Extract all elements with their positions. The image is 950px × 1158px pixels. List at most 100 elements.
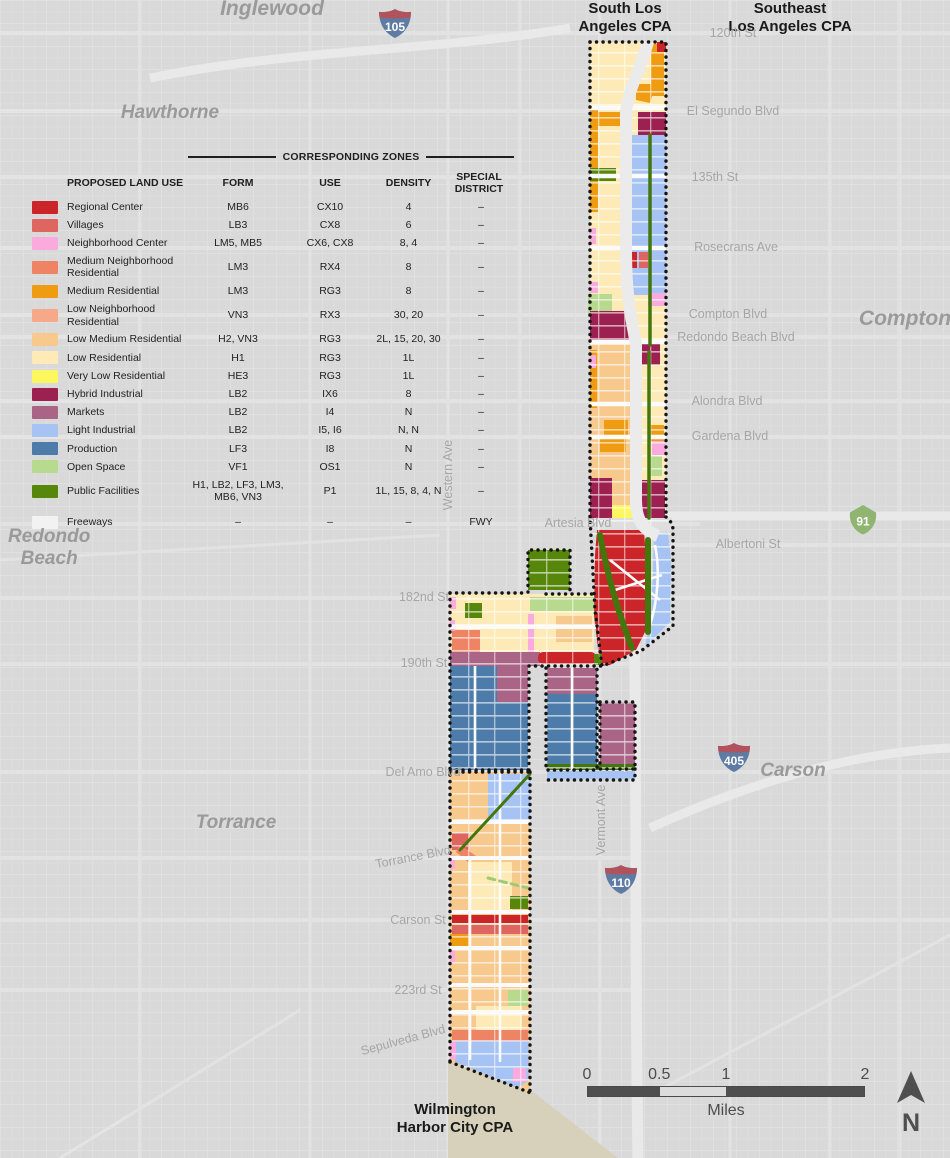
street-label: Compton Blvd (688, 307, 768, 321)
legend-row-density: N (404, 442, 413, 455)
legend-row-special: – (478, 219, 484, 232)
street-label: Gardena Blvd (691, 429, 769, 443)
legend-row-use: P1 (323, 484, 337, 497)
legend-row-special: – (478, 442, 484, 455)
legend-row-name: Low Residential (67, 351, 142, 364)
legend-row-form: LF3 (228, 442, 248, 455)
legend-row-name: Medium Residential (67, 285, 160, 298)
north-arrow-label: N (901, 1109, 921, 1137)
city-label: Hawthorne (120, 102, 220, 123)
highway-shield-110: 110 (604, 864, 638, 900)
cpa-label: Wilmington Harbor City CPA (396, 1101, 514, 1136)
legend-row-special: FWY (469, 515, 493, 528)
legend-col-special-district: SPECIAL DISTRICT (454, 170, 504, 195)
legend-row-use: RG3 (319, 333, 341, 346)
legend-row-use: CX6, CX8 (306, 237, 354, 250)
legend-row-name: Villages (67, 219, 104, 232)
legend-row-special: – (478, 484, 484, 497)
header-rule-right (426, 156, 515, 158)
scale-bar: 0 0.5 1 2 Miles (583, 1066, 870, 1120)
legend-row-name: Light Industrial (67, 424, 136, 437)
legend-swatch-cell (30, 403, 65, 421)
scale-bar-ticks: 0 0.5 1 2 (583, 1066, 870, 1086)
city-label: Redondo Beach (8, 526, 91, 569)
highway-number: 91 (856, 515, 870, 529)
legend-table: PROPOSED LAND USE FORM USE DENSITY SPECI… (30, 168, 516, 531)
legend-color-swatch (32, 515, 58, 529)
scale-tick-label: 1 (721, 1066, 731, 1083)
legend-row-name: Low Neighborhood Residential (67, 303, 156, 328)
highway-number: 105 (385, 20, 405, 34)
scale-tick-label: 0 (582, 1066, 592, 1083)
legend-swatch-cell (30, 367, 65, 385)
cpa-label: Southeast Los Angeles CPA (728, 0, 852, 35)
legend-swatch-cell (30, 198, 65, 216)
legend-group-header: CORRESPONDING ZONES (188, 151, 515, 163)
legend-row-density: 30, 20 (393, 309, 424, 322)
legend-row-form: VN3 (227, 309, 249, 322)
legend-row-density: N, N (398, 424, 419, 437)
legend-col-form: FORM (222, 176, 254, 189)
legend-row-density: 1L (402, 351, 415, 364)
legend-row-form: LM3 (227, 261, 249, 274)
legend-row-use: IX6 (322, 388, 338, 401)
legend-swatch-cell (30, 331, 65, 349)
legend-row-special: – (478, 388, 484, 401)
legend-swatch-cell (30, 458, 65, 476)
legend-row-special: – (478, 460, 484, 473)
street-label: El Segundo Blvd (686, 104, 780, 118)
header-rule-left (188, 156, 276, 158)
legend-color-swatch (32, 351, 58, 365)
legend-swatch-cell (30, 422, 65, 440)
street-label: 135th St (691, 170, 739, 184)
legend-row-name: Open Space (67, 460, 126, 473)
legend-swatch-cell (30, 385, 65, 403)
legend-color-swatch (32, 333, 58, 347)
highway-shield-405: 405 (717, 742, 751, 778)
scale-bar-unit: Miles (707, 1102, 745, 1119)
legend-row-name: Medium Neighborhood Residential (67, 255, 174, 280)
legend-row-density: N (404, 460, 413, 473)
legend-row-name: Neighborhood Center (67, 237, 168, 250)
legend-row-density: 1L, 15, 8, 4, N (375, 484, 442, 497)
legend-row-density: 4 (405, 200, 412, 213)
legend-row-special: – (478, 406, 484, 419)
legend-row-form: H2, VN3 (218, 333, 258, 346)
legend-color-swatch (32, 200, 58, 214)
legend-row-use: CX10 (316, 200, 344, 213)
legend-color-swatch (32, 285, 58, 299)
legend-row-special: – (478, 333, 484, 346)
corresponding-zones-title: CORRESPONDING ZONES (282, 151, 420, 163)
legend-row-name: Public Facilities (67, 484, 140, 497)
legend-row-use: I4 (325, 406, 335, 419)
legend-swatch-cell (30, 216, 65, 234)
rail-lines (458, 133, 652, 890)
legend-swatch-cell (30, 440, 65, 458)
legend-swatch-cell (30, 482, 65, 500)
legend-row-use: OS1 (319, 460, 341, 473)
scale-bar-track (587, 1086, 865, 1097)
legend-row-special: – (478, 424, 484, 437)
street-label: Western Ave (441, 439, 455, 511)
legend-swatch-cell (30, 307, 65, 325)
legend-swatch-cell (30, 234, 65, 252)
legend-row-special: – (478, 309, 484, 322)
legend-swatch-cell (30, 282, 65, 300)
legend-row-use: RX4 (319, 261, 341, 274)
cpa-label: South Los Angeles CPA (578, 0, 672, 35)
legend-row-form: H1, LB2, LF3, LM3, MB6, VN3 (192, 478, 284, 504)
harbor-freeway-band (620, 40, 661, 542)
legend-row-form: MB6 (227, 200, 249, 213)
legend-row-density: 8 (405, 285, 412, 298)
street-label: Rosecrans Ave (694, 240, 778, 254)
street-label: 190th St (400, 656, 448, 670)
legend-color-swatch (32, 309, 58, 323)
street-label: Vermont Ave (594, 784, 608, 856)
legend-row-form: H1 (231, 351, 245, 364)
legend-row-density: 1L (402, 369, 415, 382)
legend-color-swatch (32, 405, 58, 419)
street-label: Del Amo Blvd (385, 765, 461, 779)
